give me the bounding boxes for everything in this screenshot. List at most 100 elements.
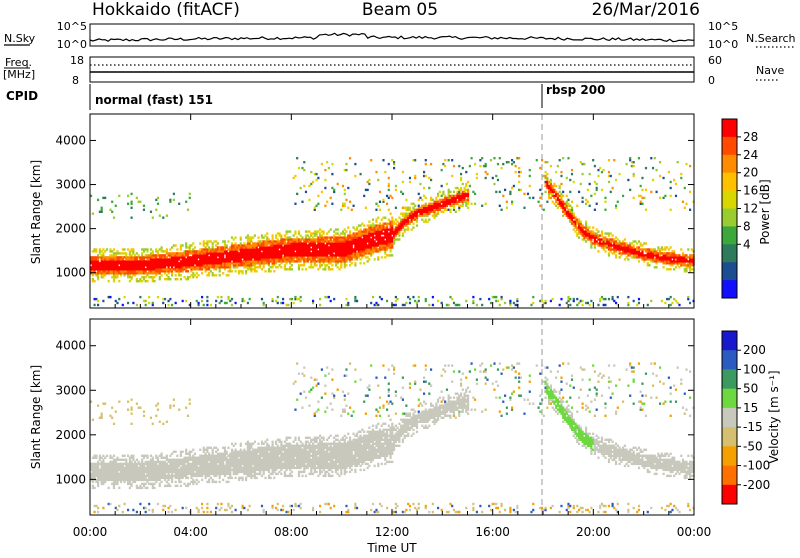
power-cell <box>402 171 404 173</box>
power-cell <box>633 161 635 163</box>
power-cell <box>330 300 332 302</box>
power-cell <box>560 183 562 185</box>
velocity-cell <box>185 507 187 509</box>
power-cell <box>449 209 451 211</box>
power-cell <box>638 157 640 159</box>
power-cell <box>499 191 501 193</box>
velocity-cell <box>169 405 171 407</box>
power-cell <box>97 300 99 302</box>
velocity-cell <box>157 503 159 505</box>
power-cell <box>280 266 282 268</box>
power-cell <box>604 197 606 199</box>
power-cell <box>390 213 392 215</box>
power-cell <box>562 157 564 159</box>
power-cell <box>627 258 629 260</box>
power-cell <box>324 179 326 181</box>
power-cell <box>652 167 654 169</box>
velocity-cell <box>206 507 208 509</box>
power-colorbar-tick-1: 24 <box>743 148 758 162</box>
velocity-cell <box>175 509 177 511</box>
velocity-cell <box>185 407 187 409</box>
power-cell <box>582 304 584 306</box>
velocity-cell <box>155 415 157 417</box>
velocity-cell <box>146 487 148 489</box>
power-cell <box>108 280 110 282</box>
power-cell <box>641 189 643 191</box>
power-cell <box>409 207 411 209</box>
power-cell <box>656 191 658 193</box>
velocity-cell <box>201 507 203 509</box>
power-cell <box>198 302 200 304</box>
velocity-cell <box>106 455 108 457</box>
power-cell <box>467 189 469 191</box>
power-cell <box>414 205 416 207</box>
power-cell <box>428 219 430 221</box>
power-cell <box>349 157 351 159</box>
power-cell <box>289 230 291 232</box>
power-cell <box>317 177 319 179</box>
power-cell <box>671 302 673 304</box>
nsearch-tick-bottom: 10^0 <box>708 38 738 51</box>
power-cell <box>495 296 497 298</box>
power-cell <box>599 167 601 169</box>
power-cell <box>97 304 99 306</box>
power-cell <box>412 296 414 298</box>
freq-strip: Freq. [MHz] 18 8 60 0 Nave <box>3 54 784 87</box>
power-cell <box>476 304 478 306</box>
velocity-cell <box>116 509 118 511</box>
power-cell <box>663 177 665 179</box>
power-cell <box>560 175 562 177</box>
power-cell <box>546 161 548 163</box>
power-cell <box>282 302 284 304</box>
power-cell <box>301 268 303 270</box>
power-cell <box>523 193 525 195</box>
power-cell <box>226 244 228 246</box>
power-cell <box>617 296 619 298</box>
power-cell <box>638 302 640 304</box>
velocity-cell <box>125 459 127 461</box>
power-cell <box>661 300 663 302</box>
station-title: Hokkaido (fitACF) <box>92 0 240 20</box>
power-cell <box>578 191 580 193</box>
power-cell <box>152 302 154 304</box>
power-cell <box>689 209 691 211</box>
power-cell <box>467 181 469 183</box>
power-cell <box>418 300 420 302</box>
velocity-cell <box>127 509 129 511</box>
power-cell <box>532 296 534 298</box>
power-cell <box>300 296 302 298</box>
power-cell <box>192 242 194 244</box>
power-cell <box>545 191 547 193</box>
power-cell <box>349 201 351 203</box>
power-cell <box>518 157 520 159</box>
velocity-cell <box>187 415 189 417</box>
cpid-label: CPID <box>6 89 38 103</box>
power-cell <box>131 193 133 195</box>
velocity-cell <box>169 505 171 507</box>
power-cell <box>345 199 347 201</box>
power-cell <box>645 189 647 191</box>
power-cell <box>499 157 501 159</box>
power-cell <box>675 195 677 197</box>
power-cell <box>650 191 652 193</box>
power-cell <box>441 185 443 187</box>
power-cell <box>428 304 430 306</box>
power-cell <box>684 187 686 189</box>
power-cell <box>324 169 326 171</box>
power-cell <box>220 300 222 302</box>
power-cell <box>305 268 307 270</box>
power-cell <box>131 201 133 203</box>
power-cell <box>280 234 282 236</box>
power-cell <box>161 274 163 276</box>
velocity-cell <box>108 487 110 489</box>
power-cell <box>272 234 274 236</box>
power-cell <box>321 191 323 193</box>
power-cell <box>455 211 457 213</box>
power-cell <box>185 300 187 302</box>
power-cell <box>641 203 643 205</box>
power-cell <box>656 169 658 171</box>
power-cell <box>592 226 594 228</box>
velocity-cell <box>122 511 124 513</box>
power-cell <box>391 217 393 219</box>
